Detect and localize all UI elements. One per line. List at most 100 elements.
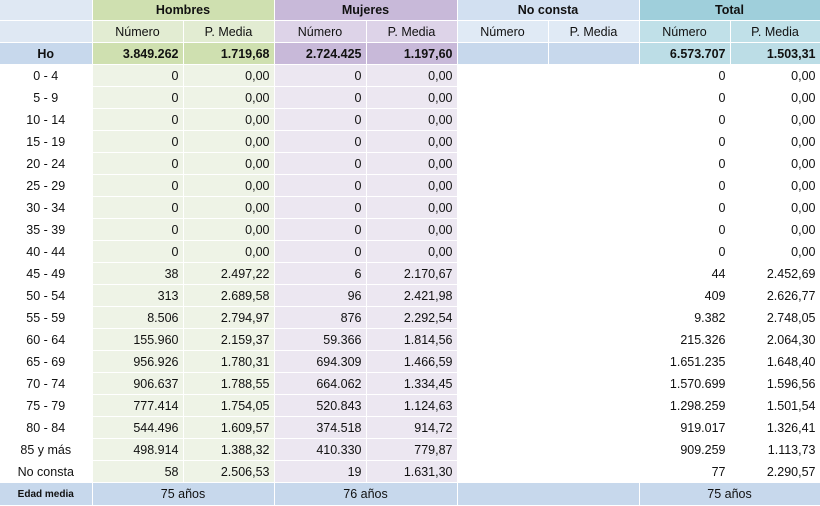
row-label: Ho [0,42,93,65]
table-row: 75 - 79 777.414 1.754,05 520.843 1.124,63 1.2… [0,394,820,417]
total-pmedia: 0,00 [730,218,820,241]
table-row: 15 - 19 0 0,00 0 0,00 0 0,00 [0,130,820,153]
total-numero: 1.651.235 [639,350,731,373]
mujeres-numero: 0 [274,240,367,263]
no-consta-numero [457,42,549,65]
hombres-numero: 0 [92,218,184,241]
hombres-pmedia: 1.780,31 [183,350,275,373]
mujeres-pmedia: 1.466,59 [366,350,458,373]
total-numero: 0 [639,240,731,263]
total-numero: 215.326 [639,328,731,351]
total-pmedia: 2.064,30 [730,328,820,351]
corner-cell [0,0,93,21]
total-pmedia: 1.648,40 [730,350,820,373]
total-numero: 9.382 [639,306,731,329]
table-row: 50 - 54 313 2.689,58 96 2.421,98 409 2.626,77 [0,284,820,307]
no-consta-numero [457,152,549,175]
no-consta-numero [457,196,549,219]
hombres-pmedia: 0,00 [183,64,275,87]
no-consta-numero [457,460,549,483]
total-numero: 409 [639,284,731,307]
mujeres-pmedia: 2.170,67 [366,262,458,285]
no-consta-pmedia [548,306,640,329]
table-row: 55 - 59 8.506 2.794,97 876 2.292,54 9.382 2.74… [0,306,820,329]
no-consta-pmedia-header: P. Media [548,20,640,43]
mujeres-numero: 0 [274,130,367,153]
mujeres-pmedia: 779,87 [366,438,458,461]
hombres-numero: 0 [92,130,184,153]
hombres-numero: 777.414 [92,394,184,417]
mujeres-numero: 0 [274,64,367,87]
mujeres-pmedia: 0,00 [366,196,458,219]
table-row: 45 - 49 38 2.497,22 6 2.170,67 44 2.452,69 [0,262,820,285]
hombres-pmedia: 1.388,32 [183,438,275,461]
table-row: 30 - 34 0 0,00 0 0,00 0 0,00 [0,196,820,219]
mujeres-pmedia: 1.631,30 [366,460,458,483]
hombres-numero: 38 [92,262,184,285]
table-row: 40 - 44 0 0,00 0 0,00 0 0,00 [0,240,820,263]
mujeres-numero: 0 [274,108,367,131]
total-numero: 0 [639,196,731,219]
no-consta-numero [457,86,549,109]
table-row: 70 - 74 906.637 1.788,55 664.062 1.334,45 1.5… [0,372,820,395]
mujeres-pmedia: 0,00 [366,64,458,87]
no-consta-pmedia [548,328,640,351]
total-numero: 0 [639,130,731,153]
edad-media-hombres: 75 años [92,482,275,506]
row-label: 45 - 49 [0,262,93,285]
hombres-pmedia: 1.719,68 [183,42,275,65]
hombres-pmedia: 2.689,58 [183,284,275,307]
mujeres-pmedia: 1.197,60 [366,42,458,65]
mujeres-numero-header: Número [274,20,367,43]
no-consta-pmedia [548,284,640,307]
hombres-numero: 58 [92,460,184,483]
corner-cell [0,20,93,43]
hombres-pmedia: 2.159,37 [183,328,275,351]
hombres-numero: 0 [92,240,184,263]
no-consta-pmedia [548,394,640,417]
no-consta-pmedia [548,372,640,395]
hombres-pmedia: 1.788,55 [183,372,275,395]
total-numero: 0 [639,152,731,175]
row-label: 25 - 29 [0,174,93,197]
hombres-numero: 0 [92,196,184,219]
no-consta-numero [457,108,549,131]
total-pmedia: 0,00 [730,130,820,153]
sub-header-row: Número P. Media Número P. Media Número P… [0,20,820,43]
mujeres-pmedia: 1.124,63 [366,394,458,417]
total-pmedia: 1.326,41 [730,416,820,439]
no-consta-numero [457,350,549,373]
mujeres-numero: 694.309 [274,350,367,373]
no-consta-numero [457,394,549,417]
total-numero: 909.259 [639,438,731,461]
hombres-pmedia: 0,00 [183,86,275,109]
no-consta-numero [457,284,549,307]
total-numero: 0 [639,64,731,87]
total-pmedia: 1.113,73 [730,438,820,461]
row-label: 85 y más [0,438,93,461]
total-pmedia-header: P. Media [730,20,820,43]
hombres-pmedia: 0,00 [183,130,275,153]
table-row: 0 - 4 0 0,00 0 0,00 0 0,00 [0,64,820,87]
edad-media-row: Edad media 75 años 76 años 75 años [0,482,820,506]
mujeres-numero: 0 [274,218,367,241]
mujeres-numero: 6 [274,262,367,285]
row-label: 40 - 44 [0,240,93,263]
no-consta-numero [457,416,549,439]
row-label: 80 - 84 [0,416,93,439]
mujeres-pmedia: 0,00 [366,152,458,175]
hombres-numero: 906.637 [92,372,184,395]
mujeres-pmedia: 2.292,54 [366,306,458,329]
table-row: 35 - 39 0 0,00 0 0,00 0 0,00 [0,218,820,241]
total-pmedia: 2.290,57 [730,460,820,483]
mujeres-pmedia: 0,00 [366,130,458,153]
no-consta-pmedia [548,240,640,263]
no-consta-numero-header: Número [457,20,549,43]
mujeres-pmedia: 0,00 [366,108,458,131]
total-numero: 919.017 [639,416,731,439]
no-consta-pmedia [548,218,640,241]
total-numero-header: Número [639,20,731,43]
table-row: 25 - 29 0 0,00 0 0,00 0 0,00 [0,174,820,197]
total-numero: 0 [639,218,731,241]
no-consta-numero [457,218,549,241]
